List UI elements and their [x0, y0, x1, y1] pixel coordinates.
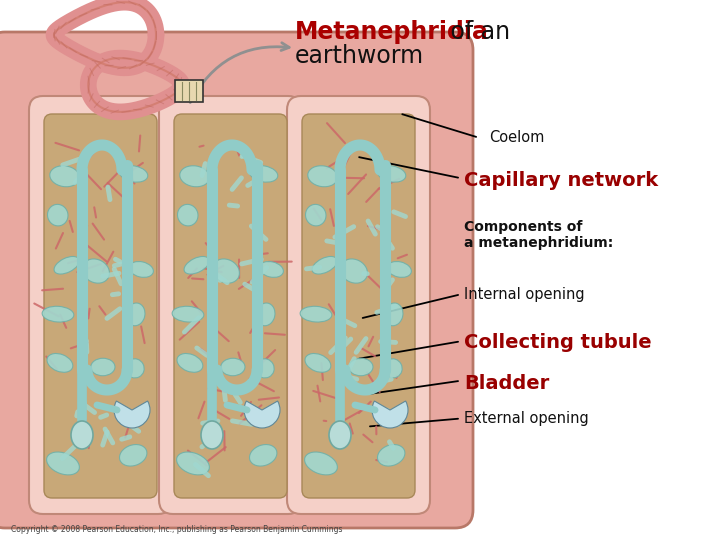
Ellipse shape — [120, 444, 147, 466]
FancyBboxPatch shape — [0, 32, 473, 528]
Ellipse shape — [54, 256, 79, 274]
Ellipse shape — [172, 306, 204, 322]
Ellipse shape — [82, 259, 109, 283]
Ellipse shape — [177, 354, 203, 372]
Text: Capillary network: Capillary network — [464, 171, 659, 191]
Wedge shape — [114, 401, 150, 428]
Ellipse shape — [120, 166, 148, 182]
Ellipse shape — [125, 359, 144, 378]
Ellipse shape — [250, 166, 278, 182]
Ellipse shape — [305, 204, 326, 226]
Ellipse shape — [126, 303, 145, 326]
Ellipse shape — [221, 358, 245, 376]
Text: Copyright © 2008 Pearson Education, Inc., publishing as Pearson Benjamin Cumming: Copyright © 2008 Pearson Education, Inc.… — [11, 524, 342, 534]
Ellipse shape — [312, 256, 338, 274]
Wedge shape — [372, 401, 408, 428]
FancyBboxPatch shape — [174, 114, 287, 498]
Bar — [175, 80, 203, 102]
Text: Coelom: Coelom — [490, 130, 545, 145]
Ellipse shape — [384, 303, 403, 326]
Text: Collecting tubule: Collecting tubule — [464, 333, 652, 353]
Text: Internal opening: Internal opening — [464, 287, 585, 302]
Ellipse shape — [341, 259, 367, 283]
Text: Bladder: Bladder — [464, 374, 549, 393]
Ellipse shape — [387, 261, 411, 278]
Ellipse shape — [250, 444, 277, 466]
Ellipse shape — [256, 359, 274, 378]
Ellipse shape — [348, 358, 373, 376]
Ellipse shape — [180, 166, 210, 187]
Ellipse shape — [47, 452, 79, 475]
Text: earthworm: earthworm — [295, 44, 424, 68]
Text: Components of
a metanephridium:: Components of a metanephridium: — [464, 220, 613, 250]
Ellipse shape — [256, 303, 275, 326]
Wedge shape — [244, 401, 280, 428]
Ellipse shape — [48, 204, 68, 226]
FancyBboxPatch shape — [287, 96, 430, 514]
Ellipse shape — [184, 256, 210, 274]
Ellipse shape — [71, 421, 93, 449]
Ellipse shape — [91, 358, 115, 376]
FancyBboxPatch shape — [44, 114, 157, 498]
Text: of an: of an — [443, 20, 510, 44]
Ellipse shape — [201, 421, 223, 449]
Ellipse shape — [50, 166, 80, 187]
FancyBboxPatch shape — [159, 96, 302, 514]
Ellipse shape — [47, 354, 73, 372]
Ellipse shape — [383, 359, 402, 378]
Ellipse shape — [178, 204, 198, 226]
Ellipse shape — [300, 306, 332, 322]
Ellipse shape — [377, 444, 405, 466]
Ellipse shape — [329, 421, 351, 449]
FancyBboxPatch shape — [302, 114, 415, 498]
Text: Metanephridia: Metanephridia — [295, 20, 489, 44]
Ellipse shape — [305, 452, 338, 475]
Ellipse shape — [307, 166, 338, 187]
FancyBboxPatch shape — [29, 96, 172, 514]
Text: External opening: External opening — [464, 411, 589, 426]
Ellipse shape — [377, 166, 406, 182]
Ellipse shape — [212, 259, 240, 283]
Ellipse shape — [129, 261, 153, 278]
Ellipse shape — [305, 354, 330, 372]
Ellipse shape — [176, 452, 210, 475]
Ellipse shape — [42, 306, 74, 322]
Ellipse shape — [259, 261, 284, 278]
